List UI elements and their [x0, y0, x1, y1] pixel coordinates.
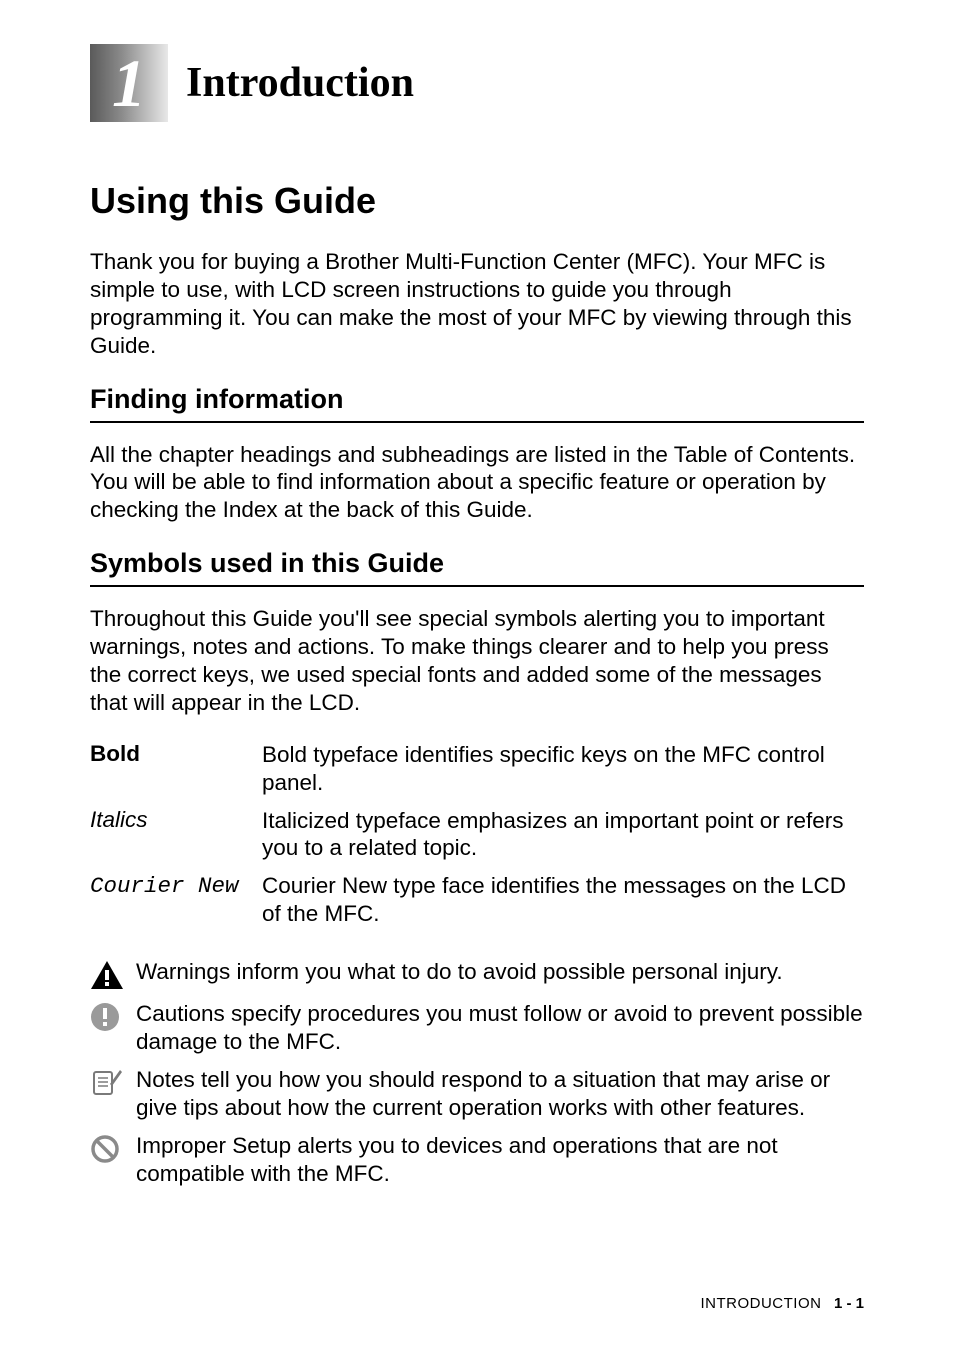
- courier-label: Courier New: [90, 873, 239, 899]
- callout-warning: Warnings inform you what to do to avoid …: [90, 958, 864, 990]
- footer-page: 1 - 1: [834, 1295, 864, 1312]
- callout-caution: Cautions specify procedures you must fol…: [90, 1000, 864, 1056]
- definitions-table: Bold Bold typeface identifies specific k…: [90, 741, 864, 938]
- chapter-badge: 1: [90, 44, 168, 122]
- note-icon: [90, 1066, 136, 1098]
- note-text: Notes tell you how you should respond to…: [136, 1066, 864, 1122]
- section-intro: Thank you for buying a Brother Multi-Fun…: [90, 248, 864, 360]
- table-row: Italics Italicized typeface emphasizes a…: [90, 807, 864, 873]
- chapter-header: 1 Introduction: [90, 44, 864, 122]
- warning-text: Warnings inform you what to do to avoid …: [136, 958, 864, 986]
- caution-icon: [90, 1000, 136, 1032]
- def-term-courier: Courier New: [90, 872, 262, 938]
- bold-label: Bold: [90, 741, 140, 766]
- def-term-italics: Italics: [90, 807, 262, 873]
- italics-label: Italics: [90, 807, 148, 832]
- def-desc-bold: Bold typeface identifies specific keys o…: [262, 741, 864, 807]
- page-footer: INTRODUCTION 1 - 1: [700, 1295, 864, 1312]
- finding-title: Finding information: [90, 384, 864, 423]
- improper-icon: [90, 1132, 136, 1164]
- warning-icon: [90, 958, 136, 990]
- callout-improper: Improper Setup alerts you to devices and…: [90, 1132, 864, 1188]
- finding-body: All the chapter headings and subheadings…: [90, 441, 864, 525]
- chapter-title: Introduction: [186, 59, 414, 107]
- symbols-title: Symbols used in this Guide: [90, 548, 864, 587]
- def-desc-italics: Italicized typeface emphasizes an import…: [262, 807, 864, 873]
- chapter-number: 1: [112, 49, 146, 117]
- table-row: Bold Bold typeface identifies specific k…: [90, 741, 864, 807]
- table-row: Courier New Courier New type face identi…: [90, 872, 864, 938]
- def-term-bold: Bold: [90, 741, 262, 807]
- footer-label: INTRODUCTION: [700, 1295, 821, 1312]
- def-desc-courier: Courier New type face identifies the mes…: [262, 872, 864, 938]
- section-title: Using this Guide: [90, 180, 864, 222]
- callout-note: Notes tell you how you should respond to…: [90, 1066, 864, 1122]
- symbols-intro: Throughout this Guide you'll see special…: [90, 605, 864, 717]
- improper-text: Improper Setup alerts you to devices and…: [136, 1132, 864, 1188]
- caution-text: Cautions specify procedures you must fol…: [136, 1000, 864, 1056]
